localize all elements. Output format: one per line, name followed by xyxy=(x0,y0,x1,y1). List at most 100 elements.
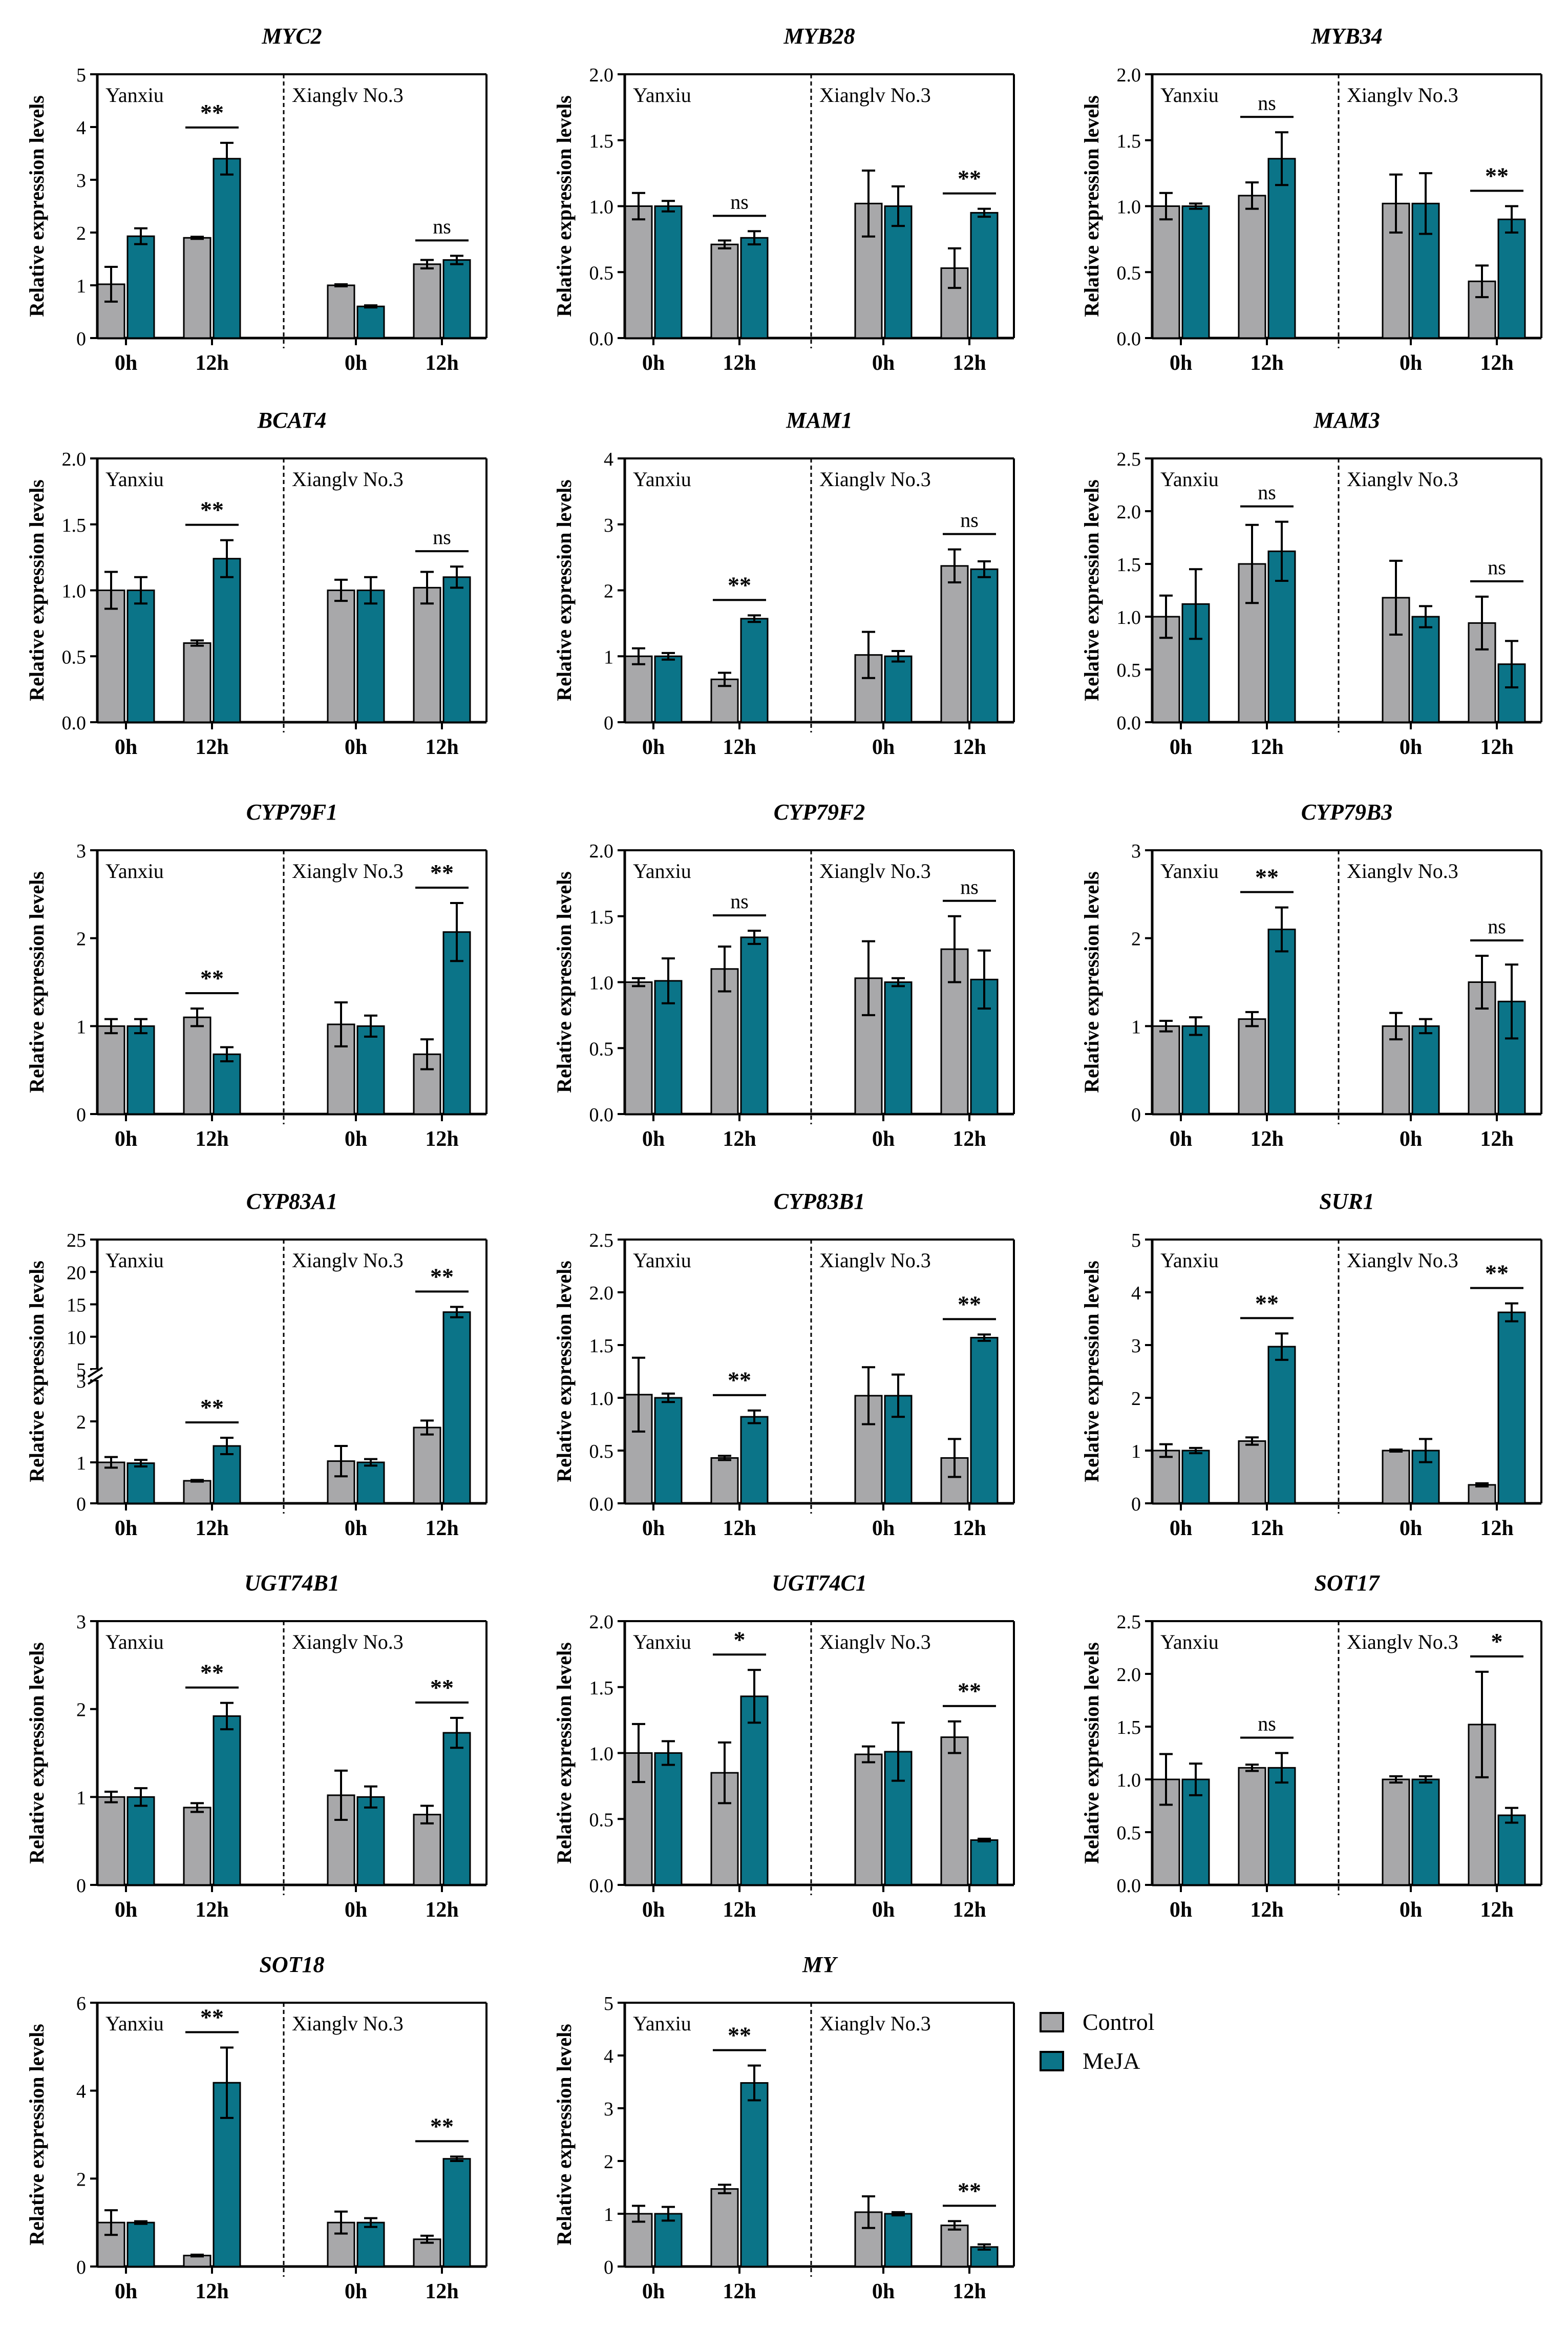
x-tick-label: 0h xyxy=(345,2280,367,2303)
bar-control xyxy=(1238,1018,1266,1115)
x-tick-label: 12h xyxy=(952,351,986,375)
x-tick-label: 12h xyxy=(195,1127,228,1151)
significance-label: ** xyxy=(958,1678,981,1704)
x-tick-label: 0h xyxy=(872,1127,895,1151)
y-axis-label: Relative expression levels xyxy=(553,871,576,1093)
bar-meja xyxy=(442,1311,471,1504)
y-tick-label: 0.0 xyxy=(589,1875,614,1897)
bar-control xyxy=(1238,195,1266,339)
significance-label: ** xyxy=(200,1660,224,1686)
chart-myb34: MYB34 Relative expression levels 0.0 0.5 1.0… xyxy=(1080,24,1542,375)
group-label-xianglv: Xianglv No.3 xyxy=(1347,1630,1458,1653)
x-tick-label: 12h xyxy=(723,1517,756,1540)
chart-title: MYB28 xyxy=(783,24,855,49)
y-tick-label: 1.5 xyxy=(589,131,614,152)
chart-bcat4: BCAT4 Relative expression levels 0.0 0.5 1.0… xyxy=(25,408,488,759)
x-tick-label: 12h xyxy=(723,736,756,759)
chart-mam1: MAM1 Relative expression levels 0 1 2 3 4 Yanxi… xyxy=(553,408,1015,759)
axis-break-mark xyxy=(87,1367,103,1378)
group-label-yanxiu: Yanxiu xyxy=(1160,468,1219,491)
chart-cyp79b3: CYP79B3 Relative expression levels 0 1 2 3 Yan… xyxy=(1080,800,1542,1151)
y-tick-label: 5 xyxy=(76,1359,86,1381)
group-label-yanxiu: Yanxiu xyxy=(105,2012,164,2035)
bar-meja xyxy=(740,2082,769,2268)
significance-label: ns xyxy=(730,890,749,913)
group-label-yanxiu: Yanxiu xyxy=(1160,859,1219,883)
bar-meja xyxy=(1267,1346,1296,1504)
bar-control xyxy=(1152,205,1180,339)
group-label-yanxiu: Yanxiu xyxy=(1160,1630,1219,1653)
y-tick-label: 0.0 xyxy=(589,1104,614,1126)
significance-label: ** xyxy=(958,2177,981,2204)
y-tick-label: 3 xyxy=(1131,1335,1141,1357)
bar-meja xyxy=(970,1337,999,1504)
bar-meja xyxy=(884,2213,913,2268)
chart-my: MY Relative expression levels 0 1 2 3 4 5 Yanxiu… xyxy=(553,1952,1015,2303)
bar-control xyxy=(1468,1484,1496,1504)
group-label-xianglv: Xianglv No.3 xyxy=(1347,83,1458,107)
chart-title: MYB34 xyxy=(1310,24,1382,49)
y-tick-label: 2.0 xyxy=(62,449,87,470)
x-tick-label: 12h xyxy=(1480,1127,1513,1151)
legend-swatch-control xyxy=(1040,2012,1064,2032)
y-tick-label: 0 xyxy=(604,712,613,734)
y-axis-label: Relative expression levels xyxy=(1080,1642,1103,1864)
bar-meja xyxy=(654,1752,683,1886)
x-tick-label: 12h xyxy=(1480,351,1513,375)
y-tick-label: 2 xyxy=(1131,1388,1141,1410)
x-tick-label: 0h xyxy=(642,1898,665,1922)
bar-control xyxy=(1152,1025,1180,1115)
bar-meja xyxy=(213,558,241,723)
y-tick-label: 5 xyxy=(76,65,86,86)
x-tick-label: 0h xyxy=(1170,736,1192,759)
bar-meja xyxy=(442,1732,471,1886)
x-tick-label: 12h xyxy=(1250,351,1283,375)
significance-label: ** xyxy=(200,99,224,125)
significance-label: ** xyxy=(958,165,981,192)
x-tick-label: 0h xyxy=(345,1127,367,1151)
y-tick-label: 2 xyxy=(604,2151,613,2173)
y-axis-label: Relative expression levels xyxy=(553,2024,576,2246)
y-tick-label: 1 xyxy=(604,2204,613,2226)
x-tick-label: 0h xyxy=(1170,1127,1192,1151)
bar-meja xyxy=(356,1796,385,1886)
y-tick-label: 0 xyxy=(76,1494,86,1515)
y-tick-label: 1.0 xyxy=(1117,1770,1141,1791)
y-tick-label: 0.5 xyxy=(589,1441,614,1462)
significance-label: ** xyxy=(200,1394,224,1420)
y-axis-label: Relative expression levels xyxy=(25,1261,48,1482)
group-label-xianglv: Xianglv No.3 xyxy=(292,2012,404,2035)
bar-meja xyxy=(740,1416,769,1504)
chart-title: MAM3 xyxy=(1313,408,1380,433)
group-label-xianglv: Xianglv No.3 xyxy=(819,1249,931,1272)
chart-title: UGT74B1 xyxy=(244,1570,340,1596)
y-tick-label: 1.0 xyxy=(589,197,614,218)
group-label-yanxiu: Yanxiu xyxy=(105,1249,164,1272)
x-tick-label: 0h xyxy=(115,1898,137,1922)
bar-meja xyxy=(1497,218,1526,339)
x-tick-label: 0h xyxy=(872,2280,895,2303)
x-tick-label: 12h xyxy=(952,1127,986,1151)
x-tick-label: 12h xyxy=(952,1898,986,1922)
chart-myc2: MYC2 Relative expression levels 0 1 2 3 4 5 Yanx… xyxy=(25,24,488,375)
bar-control xyxy=(624,981,653,1115)
bar-meja xyxy=(884,655,913,723)
y-axis-label: Relative expression levels xyxy=(1080,1261,1103,1482)
chart-title: MAM1 xyxy=(786,408,853,433)
bar-meja xyxy=(1267,929,1296,1115)
legend-swatch-meja xyxy=(1040,2051,1064,2071)
significance-label: ** xyxy=(1255,864,1279,890)
group-label-xianglv: Xianglv No.3 xyxy=(292,1249,404,1272)
y-tick-label: 2.0 xyxy=(589,65,614,86)
y-tick-label: 3 xyxy=(76,1611,86,1633)
chart-title: CYP83B1 xyxy=(774,1189,865,1214)
y-tick-label: 0.0 xyxy=(1117,328,1141,350)
group-label-xianglv: Xianglv No.3 xyxy=(819,859,931,883)
legend-label-control: Control xyxy=(1083,2009,1155,2035)
bar-control xyxy=(183,237,211,339)
bar-control xyxy=(183,1016,211,1115)
x-tick-label: 12h xyxy=(1250,1127,1283,1151)
chart-myb28: MYB28 Relative expression levels 0.0 0.5 1.0… xyxy=(553,24,1015,375)
x-tick-label: 0h xyxy=(1400,1127,1422,1151)
bar-meja xyxy=(1411,1025,1440,1115)
